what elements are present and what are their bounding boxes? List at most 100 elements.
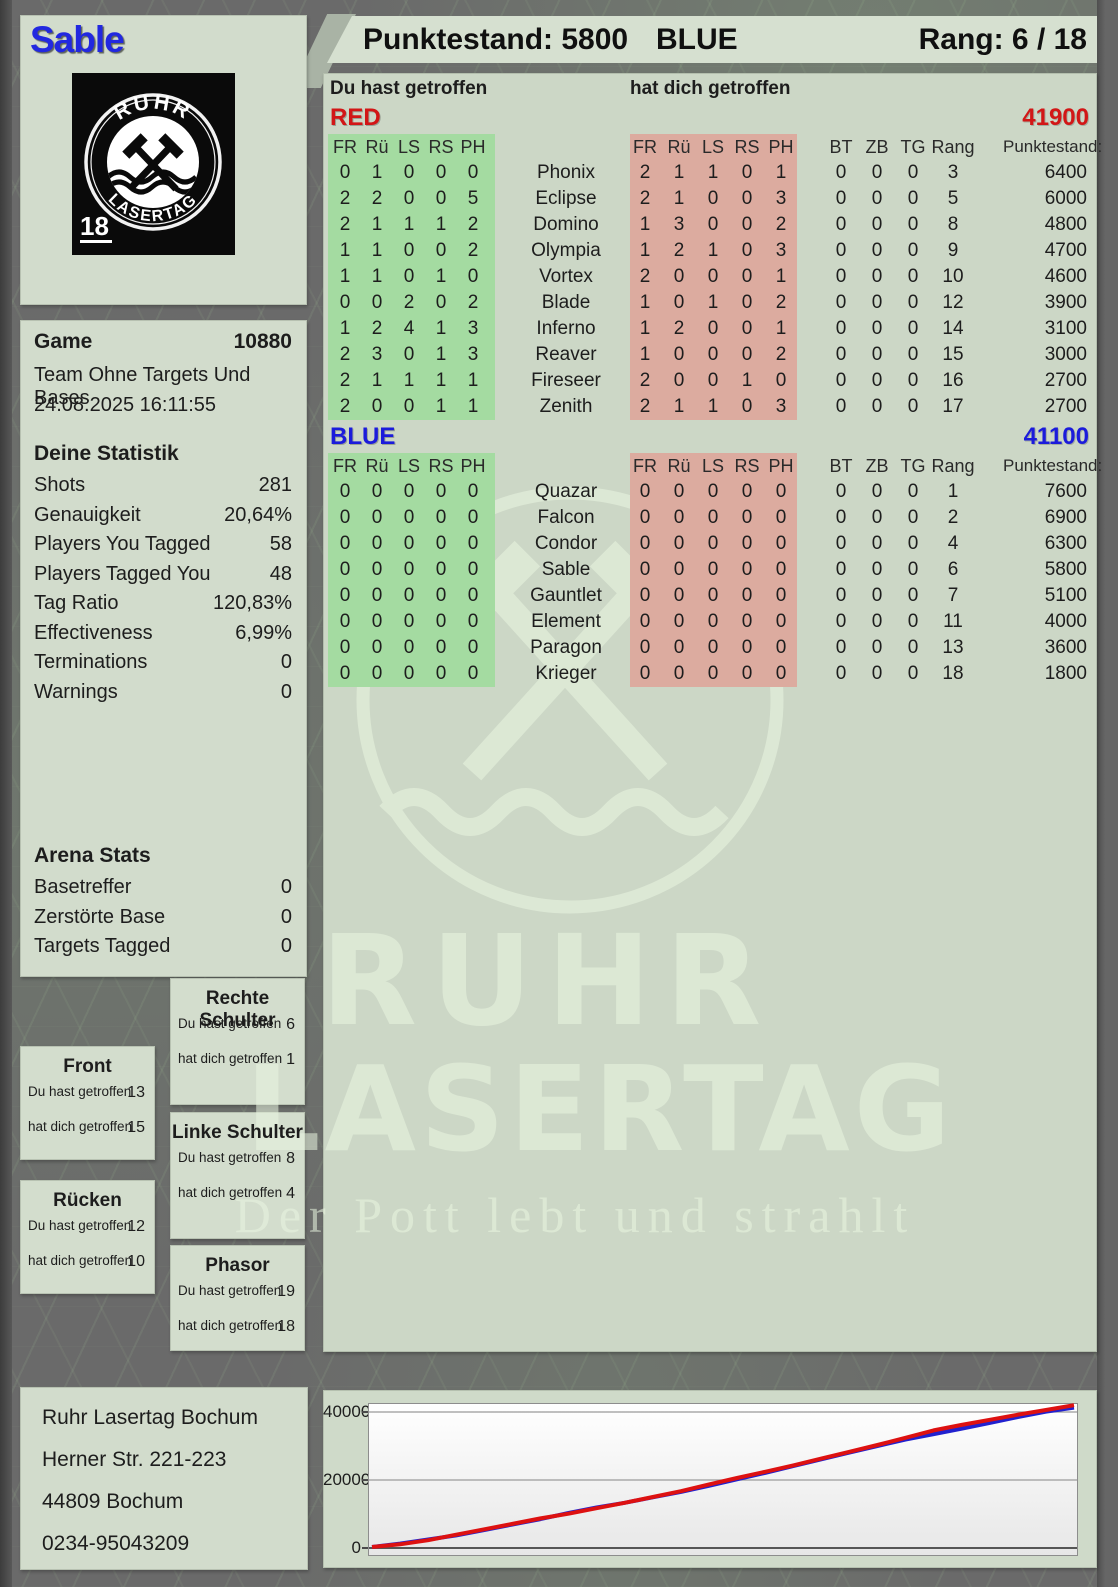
bt-cell: 0 [835, 240, 847, 261]
hit-cell: 0 [741, 162, 753, 183]
hat-dich-getroffen-label: hat dich getroffen [178, 1318, 283, 1333]
stat-row: Genauigkeit 20,64% [34, 504, 292, 534]
stat-row: Tag Ratio 120,83% [34, 592, 292, 622]
hit-cell: 2 [467, 292, 479, 313]
hit-cell: 1 [371, 370, 383, 391]
hit-cell: 0 [673, 663, 685, 684]
hit-cell: 3 [673, 214, 685, 235]
header-strip: Punktestand: 5800 BLUE Rang: 6 / 18 [327, 16, 1097, 63]
tg-cell: 0 [907, 481, 919, 502]
hit-cell: 0 [707, 318, 719, 339]
bt-cell: 0 [835, 370, 847, 391]
rang-header: Rang: 6 / 18 [918, 23, 1087, 56]
hit-cell: 0 [371, 663, 383, 684]
hit-cell: 0 [435, 611, 447, 632]
player-row: 1 2 4 1 3 Inferno 1 2 0 0 1 0 0 0 14 3100 [323, 316, 1097, 342]
hit-cell: 1 [403, 370, 415, 391]
tg-cell: 0 [907, 266, 919, 287]
hit-cell: 0 [403, 344, 415, 365]
hitbox-du-value: 12 [127, 1218, 145, 1235]
col-header: FR [333, 456, 357, 476]
player-name: Quazar [534, 481, 598, 502]
hit-cell: 0 [673, 292, 685, 313]
hit-cell: 1 [467, 370, 479, 391]
hit-cell: 0 [371, 637, 383, 658]
hitbox-dich-value: 15 [127, 1119, 145, 1136]
hit-cell: 0 [775, 611, 787, 632]
hit-cell: 0 [339, 533, 351, 554]
col-header: Rü [365, 456, 389, 476]
col-header: PH [768, 456, 794, 476]
du-hast-getroffen-label: Du hast getroffen [178, 1283, 282, 1298]
hit-cell: 1 [435, 266, 447, 287]
hit-cell: 0 [741, 240, 753, 261]
team-table: FR FR Rü Rü LS LS RS RS PH PH BT ZB TG Rang Punktestan… [323, 134, 1102, 420]
arena-stat-row: Basetreffer 0 [34, 876, 292, 906]
hit-cell: 0 [741, 318, 753, 339]
hit-cell: 1 [403, 214, 415, 235]
col-header: RS [428, 137, 454, 157]
rank-cell: 12 [942, 292, 964, 313]
col-header: TG [900, 137, 926, 157]
tg-cell: 0 [907, 559, 919, 580]
hit-cell: 0 [707, 214, 719, 235]
page-right-border [1097, 0, 1118, 1587]
hit-cell: 0 [403, 162, 415, 183]
rank-cell: 17 [942, 396, 964, 417]
tg-cell: 0 [907, 344, 919, 365]
hit-cell: 1 [339, 318, 351, 339]
stat-value: 0 [280, 905, 292, 928]
stat-row: Players Tagged You 48 [34, 563, 292, 593]
bt-cell: 0 [835, 396, 847, 417]
hit-cell: 0 [639, 663, 651, 684]
hit-cell: 0 [673, 507, 685, 528]
du-hast-getroffen-label: Du hast getroffen [28, 1218, 132, 1233]
stat-value: 0 [280, 680, 292, 703]
team-total: 41900 [1022, 104, 1089, 131]
player-name: Phonix [536, 162, 596, 183]
game-mode: Team Ohne Targets Und Bases [34, 364, 251, 409]
hitbox-du-value: 19 [277, 1283, 295, 1300]
zb-cell: 0 [871, 507, 883, 528]
hit-cell: 0 [707, 266, 719, 287]
y-axis-tick [362, 1479, 369, 1481]
col-header: BT [829, 137, 853, 157]
hit-cell: 0 [707, 611, 719, 632]
hit-cell: 0 [775, 507, 787, 528]
address-line: 44809 Bochum [42, 1490, 184, 1513]
zb-cell: 0 [871, 214, 883, 235]
hit-cell: 0 [741, 188, 753, 209]
address-line: Herner Str. 221-223 [42, 1448, 227, 1471]
hit-cell: 0 [403, 481, 415, 502]
rank-cell: 13 [942, 637, 964, 658]
player-row: 2 1 1 1 1 Fireseer 2 0 0 1 0 0 0 0 16 2700 [323, 368, 1097, 394]
score-cell: 6900 [1044, 507, 1087, 528]
team-header: BLUE [656, 23, 738, 56]
hitbox-dich-value: 4 [286, 1185, 295, 1202]
score-cell: 4000 [1044, 611, 1087, 632]
score-cell: 3000 [1044, 344, 1087, 365]
hit-cell: 0 [673, 266, 685, 287]
hit-cell: 0 [639, 533, 651, 554]
hitbox-title: Phasor [205, 1255, 270, 1276]
stat-row: Effectiveness 6,99% [34, 622, 292, 652]
hit-cell: 0 [673, 344, 685, 365]
hit-cell: 1 [673, 396, 685, 417]
club-logo: RUHR LASERTAG 18 [72, 73, 235, 255]
stat-row: Warnings 0 [34, 681, 292, 711]
player-name: Condor [534, 533, 598, 554]
hit-cell: 0 [741, 611, 753, 632]
score-cell: 4800 [1044, 214, 1087, 235]
col-header: Punktestand: [1003, 456, 1103, 475]
player-row: 0 0 2 0 2 Blade 1 0 1 0 2 0 0 0 12 3900 [323, 290, 1097, 316]
hit-cell: 0 [741, 507, 753, 528]
arena-stat-row: Zerstörte Base 0 [34, 906, 292, 936]
hit-cell: 0 [435, 188, 447, 209]
player-name: Krieger [535, 663, 597, 684]
tg-cell: 0 [907, 240, 919, 261]
hit-cell: 0 [339, 611, 351, 632]
stat-value: 0 [280, 876, 292, 898]
col-header: ZB [865, 137, 889, 157]
hitbox-du-value: 13 [127, 1084, 145, 1101]
hit-cell: 0 [775, 533, 787, 554]
